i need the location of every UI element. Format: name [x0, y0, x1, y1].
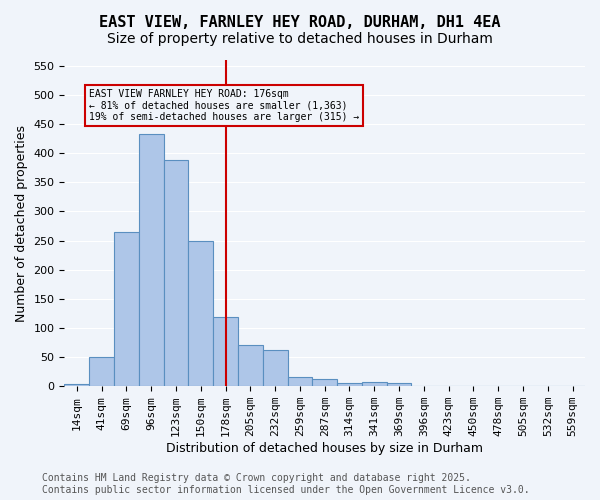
X-axis label: Distribution of detached houses by size in Durham: Distribution of detached houses by size … [166, 442, 483, 455]
Bar [238, 346, 263, 386]
Bar [362, 382, 386, 386]
Bar [114, 232, 139, 386]
Bar [213, 318, 238, 386]
Text: EAST VIEW FARNLEY HEY ROAD: 176sqm
← 81% of detached houses are smaller (1,363)
: EAST VIEW FARNLEY HEY ROAD: 176sqm ← 81%… [89, 89, 359, 122]
Bar [313, 378, 337, 386]
Text: Contains HM Land Registry data © Crown copyright and database right 2025.
Contai: Contains HM Land Registry data © Crown c… [42, 474, 530, 495]
Bar [188, 240, 213, 386]
Bar [287, 378, 313, 386]
Bar [139, 134, 164, 386]
Bar [337, 382, 362, 386]
Bar [386, 384, 412, 386]
Bar [263, 350, 287, 386]
Text: EAST VIEW, FARNLEY HEY ROAD, DURHAM, DH1 4EA: EAST VIEW, FARNLEY HEY ROAD, DURHAM, DH1… [99, 15, 501, 30]
Y-axis label: Number of detached properties: Number of detached properties [15, 124, 28, 322]
Bar [64, 384, 89, 386]
Bar [164, 160, 188, 386]
Text: Size of property relative to detached houses in Durham: Size of property relative to detached ho… [107, 32, 493, 46]
Bar [89, 357, 114, 386]
